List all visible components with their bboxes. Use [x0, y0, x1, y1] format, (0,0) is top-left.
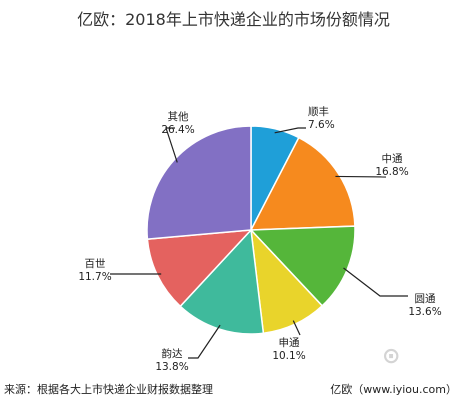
leader-line-5: [188, 324, 221, 359]
pie-slice-6: [146, 229, 253, 308]
chart-title: 亿欧：2018年上市快递企业的市场份额情况: [77, 10, 390, 29]
slice-label-3: 圆通: [415, 293, 436, 305]
slice-label-6: 百世: [85, 258, 106, 270]
slice-value-7: 26.4%: [161, 124, 194, 136]
slice-label-4: 申通: [279, 336, 300, 349]
slice-value-6: 11.7%: [78, 271, 111, 283]
watermark-logo: ⊙: [382, 344, 401, 369]
slice-value-3: 13.6%: [408, 306, 441, 318]
pie-slices: [146, 125, 356, 335]
slice-label-2: 中通: [382, 152, 403, 165]
leader-line-7: [165, 127, 178, 163]
leader-line-2: [335, 175, 387, 178]
leader-line-1: [274, 127, 306, 134]
slice-label-7: 其他: [168, 110, 189, 123]
slice-value-4: 10.1%: [272, 350, 305, 362]
leader-line-3: [343, 267, 408, 297]
slice-label-5: 韵达: [162, 347, 183, 360]
slice-label-1: 顺丰: [308, 105, 329, 118]
slice-value-1: 7.6%: [308, 119, 335, 131]
pie-slice-2: [249, 136, 356, 231]
slice-value-2: 16.8%: [375, 166, 408, 178]
leader-line-4: [292, 320, 301, 336]
slice-value-5: 13.8%: [155, 361, 188, 373]
pie-slice-7: [146, 125, 252, 240]
pie-slice-3: [249, 225, 356, 307]
footer-source: 来源：根据各大上市快递企业财报数据整理: [4, 383, 213, 396]
pie-slice-5: [179, 228, 265, 335]
footer-brand: 亿欧（www.iyiou.com）: [330, 383, 457, 396]
